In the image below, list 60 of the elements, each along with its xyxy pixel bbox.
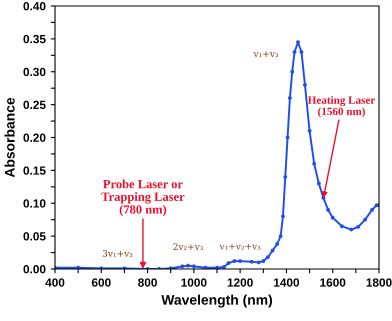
annotation: Heating Laser (1560 nm) <box>308 96 376 118</box>
x-tick-label: 1400 <box>274 278 300 287</box>
annotation: 3v₁+v₃ <box>102 250 132 257</box>
x-tick-label: 1600 <box>320 278 346 287</box>
x-tick-label: 800 <box>138 278 157 287</box>
point <box>330 216 335 220</box>
point <box>186 264 190 268</box>
x-tick-label: 1200 <box>228 278 253 287</box>
point <box>288 96 292 100</box>
x-tick-label: 1000 <box>181 278 207 287</box>
point <box>192 264 196 268</box>
y-tick-label: 0.25 <box>23 100 46 110</box>
point <box>312 162 316 166</box>
point <box>290 70 294 74</box>
x-tick-label: 600 <box>92 278 111 287</box>
annotation: v₁+v₃ <box>254 51 278 58</box>
y-tick-label: 0.10 <box>23 199 46 208</box>
y-tick-label: 0.40 <box>23 2 46 10</box>
point <box>363 218 368 222</box>
point <box>261 259 266 264</box>
point <box>232 259 236 264</box>
point <box>283 175 288 179</box>
point <box>370 208 374 212</box>
annotation: Probe Laser or Trapping Laser (780 nm) <box>101 180 184 216</box>
point <box>250 260 254 264</box>
point <box>180 264 184 268</box>
point <box>286 136 290 140</box>
point <box>203 266 208 269</box>
y-tick-label: 0.20 <box>23 134 46 142</box>
y-tick-label: 0.35 <box>23 34 46 44</box>
y-tick-label: 0.00 <box>23 265 46 274</box>
point <box>256 260 261 264</box>
point <box>270 248 274 253</box>
y-tick-label: 0.30 <box>23 68 46 76</box>
point <box>226 261 231 266</box>
point <box>356 224 360 229</box>
y-tick-label: 0.15 <box>23 166 46 175</box>
y-axis-title: Absorbance <box>4 98 15 178</box>
point <box>326 208 330 212</box>
point <box>322 196 326 200</box>
point <box>300 50 304 54</box>
point <box>238 259 242 264</box>
annotation: 2v₂+v₃ <box>173 243 203 250</box>
point <box>303 82 307 87</box>
point <box>340 224 344 228</box>
point <box>308 128 312 133</box>
y-tick-label: 0.05 <box>23 232 46 241</box>
point <box>275 242 280 246</box>
point <box>316 182 321 186</box>
x-tick-label: 1800 <box>366 278 392 287</box>
point <box>278 234 283 238</box>
x-tick-label: 400 <box>45 278 64 287</box>
x-axis-title: Wavelength (nm) <box>161 294 272 308</box>
annotation: v₁+v₂+v₃ <box>219 244 260 250</box>
point <box>349 228 354 232</box>
point <box>292 50 296 54</box>
point <box>215 266 219 269</box>
point <box>281 214 285 218</box>
point <box>266 255 270 260</box>
point <box>222 265 226 269</box>
